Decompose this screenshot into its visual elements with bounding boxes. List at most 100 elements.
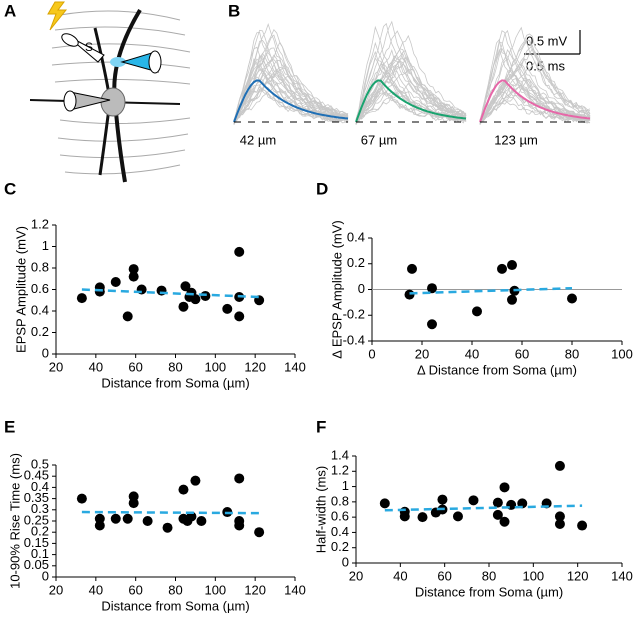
- data-point: [437, 494, 448, 505]
- y-tick-label: 0: [42, 345, 49, 360]
- trace: [233, 58, 349, 123]
- y-tick-label: 0.2: [347, 255, 365, 270]
- data-point: [497, 263, 507, 274]
- trace: [233, 86, 349, 123]
- trace: [233, 41, 349, 121]
- trace: [479, 29, 591, 125]
- y-tick-label: 0.05: [24, 557, 49, 572]
- trace: [355, 82, 467, 123]
- x-tick-label: 60: [128, 359, 142, 374]
- x-tick-label: 120: [244, 582, 266, 597]
- data-point: [427, 319, 437, 330]
- data-point: [122, 311, 133, 322]
- y-tick-label: 0.5: [31, 456, 49, 471]
- y-tick-label: 0.6: [331, 509, 349, 524]
- data-point: [122, 513, 133, 524]
- x-tick-label: 140: [284, 582, 306, 597]
- x-tick-label: 20: [49, 359, 63, 374]
- data-point: [76, 293, 87, 304]
- y-axis-label: Half-width (ms): [313, 466, 328, 553]
- trace: [479, 26, 591, 125]
- data-point: [492, 497, 503, 508]
- trace: [233, 68, 349, 123]
- y-tick-label: 1.4: [331, 447, 349, 462]
- x-tick-label: 80: [168, 359, 182, 374]
- trend-line: [81, 510, 260, 515]
- y-tick-label: 0.1: [31, 546, 49, 561]
- data-point: [404, 289, 415, 300]
- data-point: [399, 511, 410, 522]
- y-axis-label: 10-90% Rise Time (ms): [7, 453, 22, 589]
- data-point: [577, 520, 588, 531]
- x-tick-label: 120: [567, 568, 589, 583]
- x-tick-label: 60: [515, 346, 529, 361]
- y-tick-label: 0.2: [31, 324, 49, 339]
- x-tick-label: 80: [565, 346, 579, 361]
- mean-trace: [479, 79, 591, 123]
- scale-label: 0.5 ms: [526, 58, 566, 73]
- mean-trace: [355, 79, 467, 123]
- y-tick-label: 0.15: [24, 535, 49, 550]
- data-point: [128, 491, 139, 502]
- trace: [479, 91, 591, 124]
- data-point: [178, 484, 189, 495]
- y-tick-label: 0.8: [31, 259, 49, 274]
- scale-label: 0.5 mV: [526, 33, 568, 48]
- trace: [233, 75, 349, 121]
- data-point: [180, 281, 191, 292]
- x-axis-label: Distance from Soma (µm): [101, 598, 249, 613]
- data-point: [507, 294, 517, 305]
- data-point: [499, 482, 510, 493]
- trace-panel: 42 µm 67 µm 123 µm 0.5 mV 0.5 ms: [233, 20, 591, 147]
- y-tick-label: 0.35: [24, 490, 49, 505]
- x-tick-label: 20: [415, 346, 429, 361]
- y-tick-label: 1: [42, 238, 49, 253]
- x-tick-label: 140: [284, 359, 306, 374]
- y-tick-label: 0.4: [347, 229, 365, 244]
- trend-line: [81, 288, 260, 299]
- mean-trace: [233, 79, 349, 123]
- x-tick-label: 40: [89, 582, 103, 597]
- x-tick-label: 0: [368, 346, 375, 361]
- data-point: [142, 516, 153, 526]
- panel-label: A: [4, 1, 16, 20]
- y-tick-label: 0.8: [331, 493, 349, 508]
- data-point: [128, 271, 139, 282]
- trend-line: [384, 504, 583, 512]
- y-tick-label: 0.4: [331, 524, 349, 539]
- x-tick-label: 120: [244, 359, 266, 374]
- data-point: [472, 306, 482, 317]
- data-point: [110, 276, 121, 287]
- data-point: [554, 511, 565, 522]
- x-tick-label: 80: [482, 568, 496, 583]
- y-tick-label: 0.45: [24, 468, 49, 483]
- trace: [233, 28, 349, 124]
- trace: [355, 57, 467, 125]
- data-point: [234, 246, 245, 257]
- x-tick-label: 60: [437, 568, 451, 583]
- data-point: [196, 516, 207, 526]
- trace: [479, 48, 591, 123]
- y-tick-label: 0.25: [24, 512, 49, 527]
- panel-label: B: [228, 1, 240, 20]
- data-point: [468, 495, 479, 506]
- x-axis-label: Δ Distance from Soma (µm): [417, 362, 577, 377]
- x-tick-label: 60: [128, 582, 142, 597]
- panel-label: F: [316, 417, 326, 436]
- x-tick-label: 100: [611, 346, 633, 361]
- panel-label: E: [4, 417, 15, 436]
- x-tick-label: 100: [204, 582, 226, 597]
- trace: [479, 73, 591, 124]
- data-point: [190, 475, 201, 486]
- x-tick-label: 40: [393, 568, 407, 583]
- data-point: [567, 293, 577, 304]
- trace: [355, 82, 467, 121]
- data-point: [110, 513, 121, 524]
- x-tick-label: 20: [49, 582, 63, 597]
- x-tick-label: 20: [349, 568, 363, 583]
- y-axis-label: EPSP Amplitude (mV): [13, 226, 28, 353]
- data-point: [190, 294, 201, 305]
- x-tick-label: 40: [465, 346, 479, 361]
- trace: [355, 69, 467, 124]
